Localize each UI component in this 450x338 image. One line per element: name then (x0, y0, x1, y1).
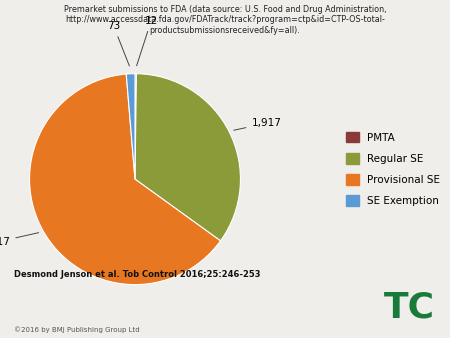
Text: 12: 12 (137, 16, 158, 66)
Text: TC: TC (384, 290, 435, 324)
Text: Desmond Jenson et al. Tob Control 2016;25:246-253: Desmond Jenson et al. Tob Control 2016;2… (14, 270, 260, 279)
Text: Premarket submissions to FDA (data source: U.S. Food and Drug Administration,
ht: Premarket submissions to FDA (data sourc… (64, 5, 386, 35)
Text: 1,917: 1,917 (234, 118, 281, 130)
Wedge shape (135, 74, 136, 179)
Wedge shape (126, 74, 135, 179)
Text: 3,517: 3,517 (0, 233, 39, 247)
Text: 73: 73 (107, 21, 130, 66)
Text: ©2016 by BMJ Publishing Group Ltd: ©2016 by BMJ Publishing Group Ltd (14, 326, 139, 333)
Wedge shape (135, 74, 240, 241)
Legend: PMTA, Regular SE, Provisional SE, SE Exemption: PMTA, Regular SE, Provisional SE, SE Exe… (346, 132, 440, 206)
Wedge shape (30, 74, 220, 285)
